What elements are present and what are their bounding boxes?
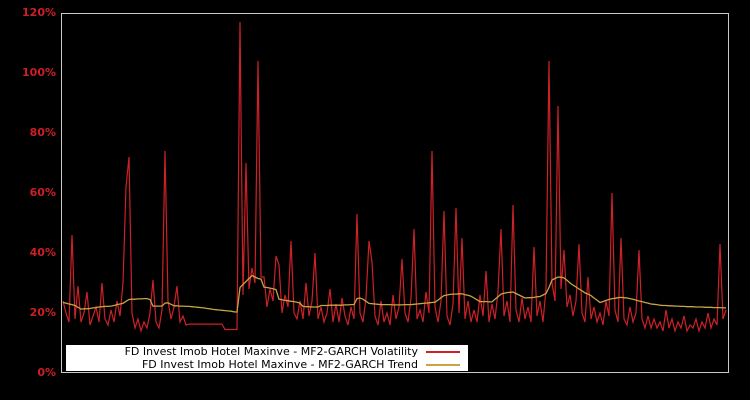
y-tick-label: 20% xyxy=(29,306,56,319)
plot-border xyxy=(61,13,729,373)
y-tick-label: 100% xyxy=(22,66,56,79)
legend: FD Invest Imob Hotel Maxinve - MF2-GARCH… xyxy=(66,345,468,371)
legend-line-volatility-swatch xyxy=(426,350,460,353)
y-tick-label: 40% xyxy=(29,246,56,259)
y-tick-label: 80% xyxy=(29,126,56,139)
legend-label-trend: FD Invest Imob Hotel Maxinve - MF2-GARCH… xyxy=(141,357,418,371)
y-tick-label: 120% xyxy=(22,6,56,19)
y-tick-label: 0% xyxy=(37,366,56,379)
y-tick-label: 60% xyxy=(29,186,56,199)
legend-entry-volatility: FD Invest Imob Hotel Maxinve - MF2-GARCH… xyxy=(66,345,468,358)
trend-series-line xyxy=(62,274,726,313)
legend-entry-trend: FD Invest Imob Hotel Maxinve - MF2-GARCH… xyxy=(66,358,468,371)
volatility-series-line xyxy=(62,21,727,334)
legend-label-volatility: FD Invest Imob Hotel Maxinve - MF2-GARCH… xyxy=(124,344,418,358)
legend-line-trend-swatch xyxy=(426,363,460,366)
